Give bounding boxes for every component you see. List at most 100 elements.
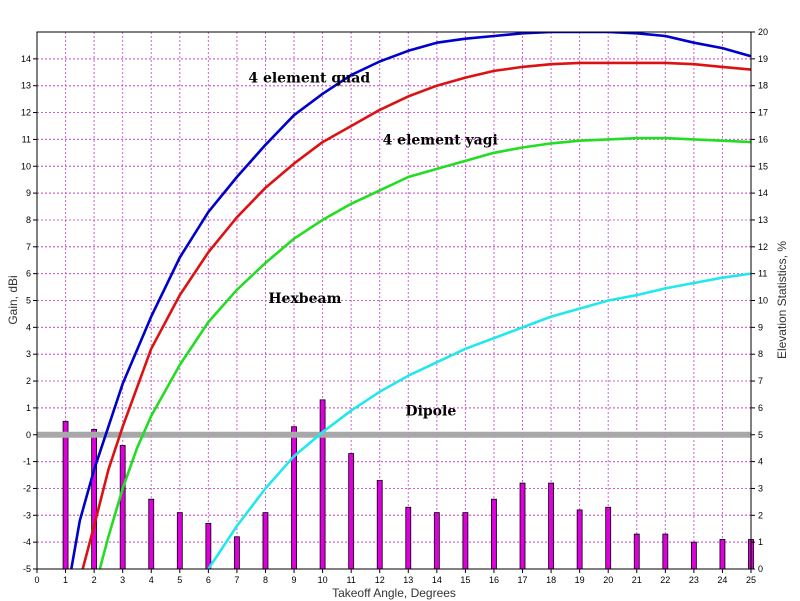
x-tick-label: 14 — [432, 575, 442, 585]
y-tick-label: -3 — [23, 510, 31, 520]
y2-tick-label: 10 — [758, 296, 768, 306]
series-label-4-element-yagi: 4 element yagi — [383, 132, 498, 148]
series-line-4-element-quad — [70, 32, 751, 569]
x-tick-label: 21 — [632, 575, 642, 585]
series-label-hexbeam: Hexbeam — [268, 291, 341, 307]
x-tick-label: 25 — [746, 575, 756, 585]
x-tick-label: 7 — [234, 575, 239, 585]
series-label-4-element-quad: 4 element quad — [248, 71, 370, 87]
y-tick-label: 13 — [21, 81, 31, 91]
y2-tick-label: 2 — [758, 510, 763, 520]
y2-tick-label: 17 — [758, 108, 768, 118]
y2-tick-label: 19 — [758, 54, 768, 64]
x-tick-label: 16 — [489, 575, 499, 585]
elevation-bar — [433, 512, 440, 570]
bars — [62, 399, 754, 570]
elevation-bar — [405, 506, 412, 570]
x-tick-label: 1 — [63, 575, 68, 585]
elevation-bar — [291, 426, 297, 570]
elevation-bar — [576, 509, 583, 570]
elevation-bar — [462, 512, 469, 570]
y-tick-label: 8 — [26, 215, 31, 225]
elevation-bar — [91, 428, 98, 570]
elevation-bar — [319, 399, 326, 570]
elevation-bar — [548, 482, 554, 570]
series-line-4-element-yagi — [81, 61, 751, 569]
y2-tick-label: 18 — [758, 81, 768, 91]
elevation-bar — [690, 541, 697, 570]
x-tick-label: 9 — [292, 575, 297, 585]
x-tick-label: 8 — [263, 575, 268, 585]
series-lines — [70, 32, 751, 569]
y2-tick-label: 11 — [758, 269, 767, 279]
x-tick-label: 13 — [403, 575, 413, 585]
y-axis-title: Gain, dBi — [6, 275, 20, 324]
x-tick-label: 20 — [603, 575, 613, 585]
elevation-bar — [176, 512, 183, 570]
elevation-bar — [348, 453, 355, 570]
x-tick-label: 24 — [717, 575, 727, 585]
elevation-bar — [234, 536, 240, 570]
elevation-bar — [491, 498, 497, 570]
x-tick-label: 15 — [460, 575, 470, 585]
y2-tick-label: 5 — [758, 430, 763, 440]
y-tick-label: 7 — [26, 242, 31, 252]
y2-tick-label: 12 — [758, 242, 768, 252]
x-tick-label: 0 — [34, 575, 39, 585]
x-tick-label: 5 — [177, 575, 182, 585]
y2-tick-label: 8 — [758, 349, 763, 359]
y2-tick-label: 3 — [758, 483, 763, 493]
x-tick-label: 22 — [660, 575, 670, 585]
y-tick-label: -1 — [23, 457, 31, 467]
y-tick-label: -4 — [23, 537, 31, 547]
elevation-bar — [148, 498, 155, 570]
x-tick-label: 4 — [149, 575, 154, 585]
series-line-dipole — [207, 272, 751, 569]
y-tick-label: 14 — [21, 54, 31, 64]
x-tick-label: 2 — [92, 575, 97, 585]
y2-tick-label: 16 — [758, 134, 768, 144]
y2-tick-label: 0 — [758, 564, 763, 574]
y-tick-label: 4 — [26, 322, 31, 332]
y-tick-label: 2 — [26, 376, 31, 386]
series-line-hexbeam — [98, 136, 751, 569]
elevation-bar — [662, 533, 669, 570]
x-tick-label: 12 — [375, 575, 385, 585]
y-tick-label: 1 — [26, 403, 31, 413]
elevation-bar — [605, 506, 612, 570]
y2-tick-label: 4 — [758, 457, 763, 467]
series-label-dipole: Dipole — [405, 404, 456, 420]
y-tick-label: 5 — [26, 296, 31, 306]
elevation-bar — [376, 479, 383, 570]
y2-tick-label: 14 — [758, 188, 768, 198]
y-tick-label: -5 — [23, 564, 31, 574]
y-tick-label: 6 — [26, 269, 31, 279]
y-tick-label: 0 — [26, 430, 31, 440]
grid — [37, 31, 751, 570]
y2-tick-label: 6 — [758, 403, 763, 413]
y2-tick-label: 1 — [758, 537, 763, 547]
y2-axis-title: Elevation Statistics, % — [775, 241, 789, 359]
y2-tick-label: 20 — [758, 27, 768, 37]
elevation-bar — [262, 512, 269, 570]
x-tick-label: 23 — [689, 575, 699, 585]
x-tick-label: 17 — [518, 575, 528, 585]
elevation-bar — [119, 445, 126, 570]
x-tick-label: 10 — [318, 575, 328, 585]
elevation-bar — [519, 482, 526, 570]
series-labels: 4 element quad 4 element yagi Hexbeam Dipol… — [248, 71, 498, 420]
y-tick-label: 10 — [21, 161, 31, 171]
y-tick-label: 9 — [26, 188, 31, 198]
x-tick-label: 6 — [206, 575, 211, 585]
y2-tick-label: 13 — [758, 215, 768, 225]
y-tick-label: 3 — [26, 349, 31, 359]
y-tick-label: 12 — [21, 108, 31, 118]
y2-tick-label: 9 — [758, 322, 763, 332]
elevation-bar — [205, 522, 212, 570]
y2-tick-label: 7 — [758, 376, 763, 386]
y-tick-label: 11 — [22, 134, 31, 144]
elevation-bar — [633, 533, 640, 570]
